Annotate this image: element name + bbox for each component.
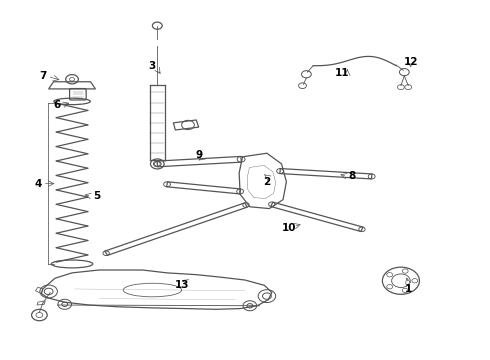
Text: 3: 3 [149,61,156,71]
Text: 8: 8 [348,171,356,181]
Text: 11: 11 [335,68,350,78]
Text: 4: 4 [34,179,42,189]
Text: 9: 9 [195,150,202,160]
Text: 7: 7 [39,71,47,81]
Text: 10: 10 [282,223,296,233]
Text: 2: 2 [263,177,270,187]
Text: 12: 12 [403,57,418,67]
Text: 13: 13 [174,280,189,291]
Text: 1: 1 [405,284,412,294]
Text: 6: 6 [54,100,61,110]
Text: 5: 5 [93,191,100,201]
